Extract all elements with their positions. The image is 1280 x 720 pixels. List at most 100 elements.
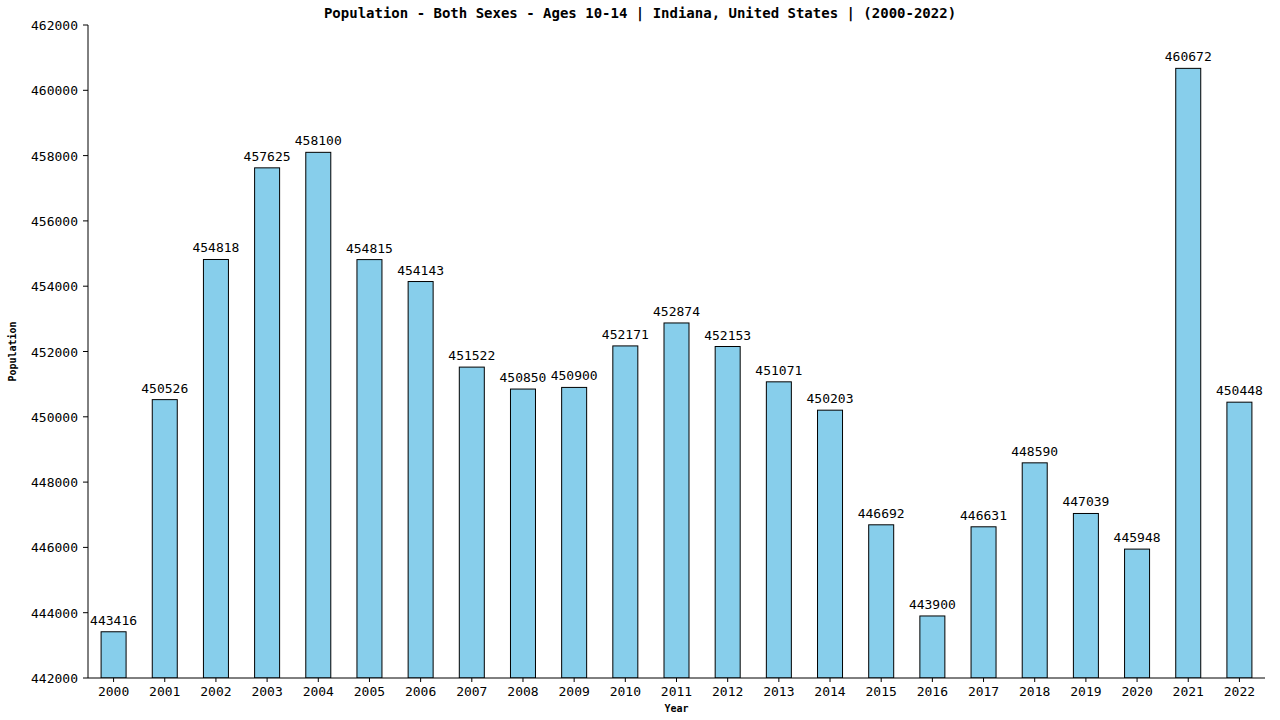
y-tick-label: 450000 [31,410,78,425]
x-tick-label: 2011 [661,684,692,699]
x-tick [267,678,268,682]
x-tick-label: 2000 [98,684,129,699]
x-tick [830,678,831,682]
x-tick [1188,678,1189,682]
data-label: 450448 [1216,383,1263,398]
bar [510,389,535,678]
data-label: 447039 [1062,494,1109,509]
y-tick-label: 442000 [31,671,78,686]
x-tick-label: 2009 [558,684,589,699]
x-tick [1034,678,1035,682]
x-tick-label: 2001 [149,684,180,699]
x-tick [1137,678,1138,682]
x-tick-label: 2006 [405,684,436,699]
x-tick [574,678,575,682]
bar [357,260,382,678]
bar [715,347,740,678]
y-tick-label: 458000 [31,149,78,164]
y-tick-label: 456000 [31,214,78,229]
y-tick-label: 448000 [31,475,78,490]
data-label: 450203 [807,391,854,406]
x-tick-label: 2007 [456,684,487,699]
x-tick-label: 2020 [1121,684,1152,699]
y-tick-label: 454000 [31,279,78,294]
data-label: 454815 [346,241,393,256]
x-tick-label: 2018 [1019,684,1050,699]
bars [101,68,1252,678]
data-label: 445948 [1114,530,1161,545]
x-tick [881,678,882,682]
data-label: 446692 [858,506,905,521]
bar [766,382,791,678]
y-tick [83,547,88,548]
y-tick-label: 444000 [31,606,78,621]
y-tick-label: 462000 [31,18,78,33]
x-tick-label: 2008 [507,684,538,699]
bar [152,400,177,678]
x-tick-label: 2010 [610,684,641,699]
data-label: 448590 [1011,444,1058,459]
x-tick-label: 2016 [917,684,948,699]
data-label: 457625 [244,149,291,164]
x-tick [983,678,984,682]
bar [613,346,638,678]
x-tick-label: 2014 [814,684,845,699]
bar [971,527,996,678]
data-label: 454143 [397,263,444,278]
bar [408,282,433,678]
y-axis-label: Population [7,321,18,381]
data-label: 452153 [704,328,751,343]
data-label: 458100 [295,133,342,148]
x-tick [113,678,114,682]
bar [101,632,126,678]
bar [920,616,945,678]
x-tick [932,678,933,682]
data-label: 450900 [551,368,598,383]
bar [664,323,689,678]
bar [306,152,331,678]
data-label: 452171 [602,327,649,342]
y-tick-label: 446000 [31,540,78,555]
x-tick [625,678,626,682]
x-tick-label: 2017 [968,684,999,699]
bar [203,259,228,678]
y-tick [83,612,88,613]
bar [562,387,587,678]
x-tick [676,678,677,682]
x-tick-label: 2003 [251,684,282,699]
data-label: 451522 [448,348,495,363]
x-tick [369,678,370,682]
x-tick [727,678,728,682]
x-tick [318,678,319,682]
y-tick [83,286,88,287]
bar [1227,402,1252,678]
data-label: 451071 [755,363,802,378]
y-tick-label: 460000 [31,83,78,98]
x-tick-label: 2012 [712,684,743,699]
y-tick [83,25,88,26]
bar [1176,68,1201,678]
bar [255,168,280,678]
y-tick [83,155,88,156]
data-label: 460672 [1165,49,1212,64]
bar [869,525,894,678]
x-tick-label: 2015 [866,684,897,699]
bar [1022,463,1047,678]
y-tick [83,351,88,352]
x-axis-label: Year [664,703,688,714]
x-tick [778,678,779,682]
x-tick-label: 2019 [1070,684,1101,699]
y-tick [83,482,88,483]
data-label: 450850 [499,370,546,385]
x-tick [1239,678,1240,682]
y-tick [83,220,88,221]
x-tick [215,678,216,682]
y-tick [83,416,88,417]
x-tick-label: 2004 [303,684,334,699]
title: Population - Both Sexes - Ages 10-14 | I… [324,5,956,22]
x-tick [522,678,523,682]
x-tick-label: 2022 [1224,684,1255,699]
bar [1125,549,1150,678]
x-tick [471,678,472,682]
data-label: 450526 [141,381,188,396]
